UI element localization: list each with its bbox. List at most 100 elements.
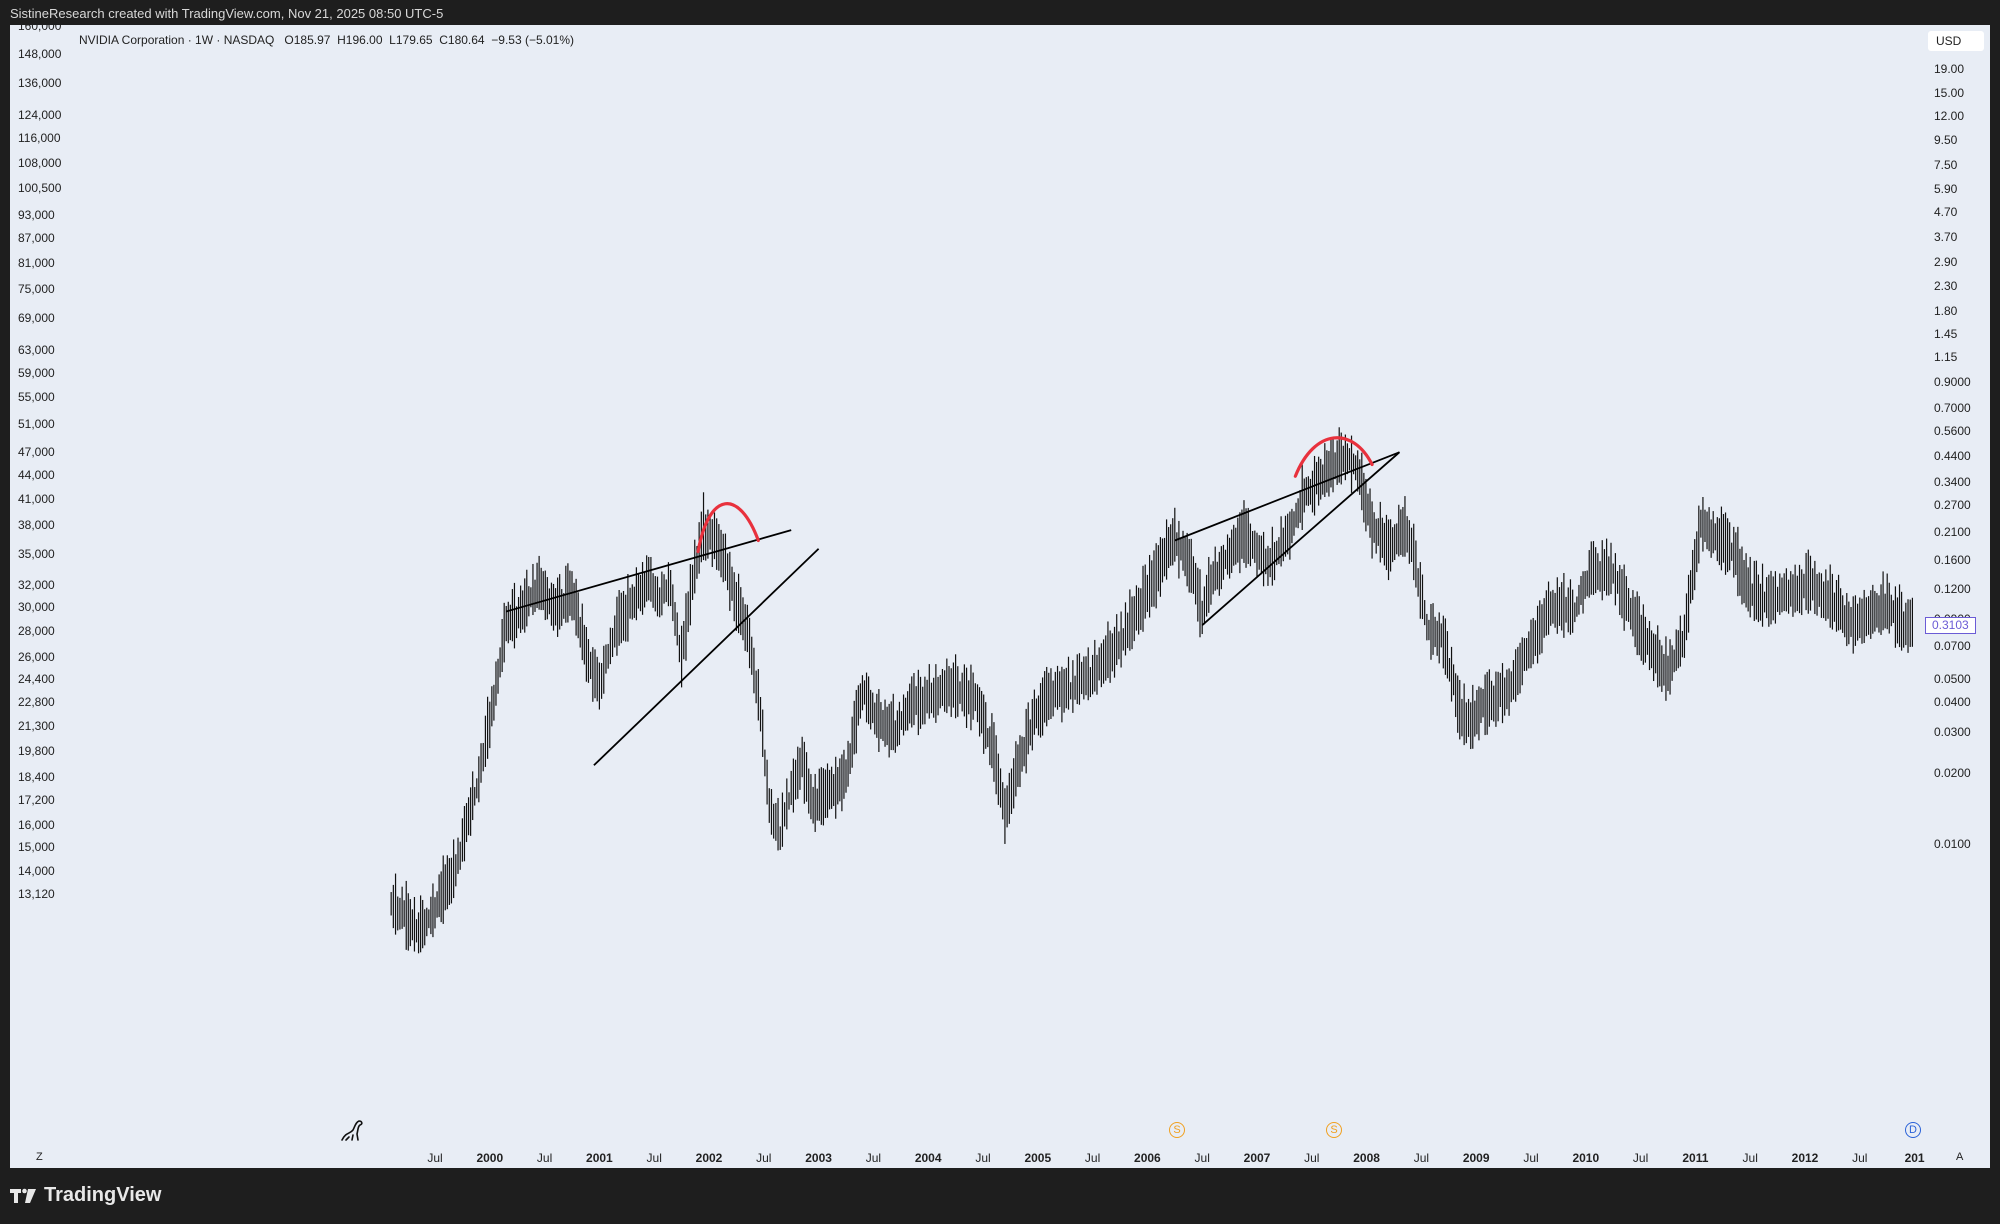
right-axis-tick-label: 19.00 [1934,62,1965,76]
right-axis-tick-label: 3.70 [1934,230,1958,244]
split-event-badge[interactable]: S [1169,1122,1185,1138]
left-axis-tick-label: 148,000 [18,47,62,61]
right-axis-tick-label: 0.0700 [1934,639,1971,653]
highlight-arc-drawing[interactable] [696,502,760,554]
right-axis-tick-label: 12.00 [1934,109,1965,123]
left-axis-tick-label: 160,000 [18,25,62,33]
left-axis-tick-label: 108,000 [18,156,62,170]
price-series[interactable] [390,427,1914,954]
right-axis-tick-label: 4.70 [1934,205,1958,219]
right-axis-tick-label: 0.0300 [1934,725,1971,739]
trendline-drawing[interactable] [593,548,820,766]
attribution-text: SistineResearch created with TradingView… [10,6,444,21]
chart-pane[interactable]: NVIDIA Corporation · 1W · NASDAQ O185.97… [10,25,1990,1168]
split-event-badge[interactable]: S [1326,1122,1342,1138]
time-axis-tick-label: 2011 [1682,1151,1709,1165]
right-axis-tick-label: 0.2100 [1934,525,1971,539]
right-axis-tick-label: 0.0500 [1934,672,1971,686]
time-axis-tick-label: Jul [1194,1151,1210,1165]
right-axis-tick-label: 1.80 [1934,304,1958,318]
trendline-drawing[interactable] [1201,451,1401,626]
time-axis-tick-label: Jul [1084,1151,1101,1165]
left-axis-tick-label: 28,000 [18,624,55,638]
time-axis-tick-label: Jul [1742,1151,1758,1165]
time-axis-tick-label: 2010 [1572,1151,1600,1165]
open-value: O185.97 [284,33,331,47]
right-axis-tick-label: 0.1600 [1934,553,1971,567]
log-scale-toggle[interactable]: Z [36,1151,43,1163]
high-value: H196.00 [337,33,383,47]
left-axis-tick-label: 17,200 [18,793,55,807]
left-axis-tick-label: 38,000 [18,518,55,532]
right-axis-tick-label: 9.50 [1934,133,1958,147]
time-axis-tick-label: 2005 [1024,1151,1052,1165]
time-axis-tick-label: Jul [646,1151,662,1165]
right-axis-tick-label: 0.2700 [1934,498,1971,512]
right-axis-tick-label: 0.7000 [1934,401,1971,415]
left-axis-tick-label: 75,000 [18,282,55,296]
left-axis-tick-label: 41,000 [18,492,55,506]
time-axis-tick-label: Jul [756,1151,772,1165]
right-axis-tick-label: 1.15 [1934,350,1958,364]
time-axis-tick-label: Jul [865,1151,882,1165]
time-axis-tick-label: Jul [1523,1151,1539,1165]
left-axis-tick-label: 22,800 [18,695,55,709]
time-axis-tick-label: 2006 [1134,1151,1161,1165]
last-price-tag: 0.3103 [1925,617,1976,634]
left-axis-tick-label: 124,000 [18,108,62,122]
dinosaur-icon[interactable] [340,1118,366,1142]
low-value: L179.65 [389,33,433,47]
time-axis-tick-label: 2008 [1353,1151,1380,1165]
symbol-title: NVIDIA Corporation · 1W · NASDAQ [79,33,275,47]
left-axis-tick-label: 93,000 [18,208,55,222]
left-axis-tick-label: 116,000 [18,131,61,145]
price-chart[interactable] [10,25,1990,1168]
right-axis-tick-label: 0.0100 [1934,837,1971,851]
left-axis-tick-label: 100,500 [18,181,62,195]
right-axis-tick-label: 0.0400 [1934,695,1971,709]
time-axis-tick-label: Jul [427,1151,443,1165]
left-axis-tick-label: 55,000 [18,390,55,404]
time-axis-tick-label: 2000 [476,1151,504,1165]
left-axis-tick-label: 19,800 [18,744,55,758]
left-axis-tick-label: 30,000 [18,600,55,614]
time-axis-tick-label: 2012 [1791,1151,1819,1165]
right-axis-tick-label: 0.9000 [1934,375,1971,389]
symbol-legend: NVIDIA Corporation · 1W · NASDAQ O185.97… [79,33,574,47]
right-axis-tick-label: 2.30 [1934,279,1958,293]
right-axis-tick-label: 1.45 [1934,327,1958,341]
change-value: −9.53 (−5.01%) [491,33,575,47]
left-axis-tick-label: 51,000 [18,417,55,431]
time-axis-tick-label: Jul [536,1151,553,1165]
left-axis-tick-label: 44,000 [18,468,55,482]
left-axis-tick-label: 16,000 [18,818,55,832]
left-axis-tick-label: 26,000 [18,650,55,664]
currency-selector[interactable]: USD [1928,31,1984,51]
highlight-arc-drawing[interactable] [1293,436,1374,478]
time-axis-tick-label: 2002 [695,1151,723,1165]
left-axis-tick-label: 13,120 [18,887,55,901]
right-axis-tick-label: 5.90 [1934,182,1958,196]
time-axis-tick-label: Jul [1304,1151,1320,1165]
right-axis-tick-label: 7.50 [1934,158,1958,172]
time-axis-tick-label: 2001 [586,1151,613,1165]
left-axis-tick-label: 15,000 [18,840,55,854]
trendline-drawing[interactable] [1174,451,1400,542]
dividend-event-badge[interactable]: D [1905,1122,1921,1138]
time-axis-tick-label: 2004 [914,1151,942,1165]
trendline-drawing[interactable] [505,529,792,613]
time-axis-tick-label: 2009 [1462,1151,1490,1165]
left-axis-tick-label: 47,000 [18,445,55,459]
left-axis-tick-label: 18,400 [18,770,55,784]
tradingview-logo-icon [10,1188,36,1203]
right-axis-tick-label: 0.5600 [1934,424,1971,438]
right-axis-tick-label: 0.4400 [1934,449,1971,463]
left-axis-tick-label: 21,300 [18,719,55,733]
close-value: C180.64 [439,33,485,47]
left-axis-tick-label: 69,000 [18,311,55,325]
auto-scale-toggle[interactable]: A [1956,1151,1964,1163]
brand-footer[interactable]: TradingView [10,1184,161,1207]
left-axis-tick-label: 87,000 [18,231,55,245]
right-axis-tick-label: 15.00 [1934,86,1965,100]
brand-name: TradingView [44,1184,162,1206]
